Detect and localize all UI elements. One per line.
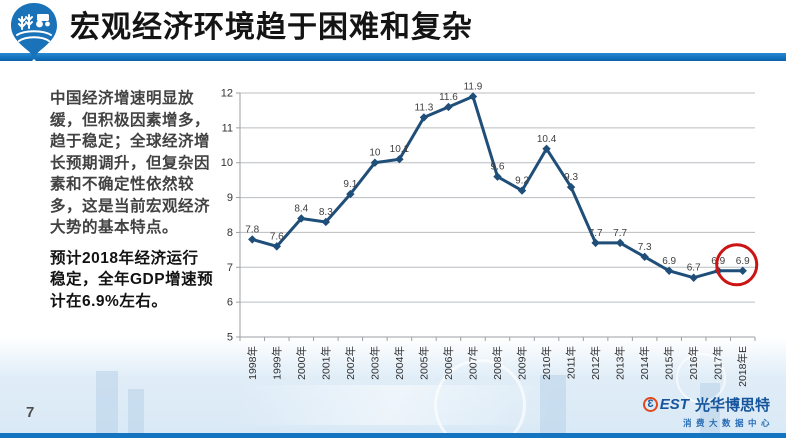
commentary-paragraph-1: 中国经济增速明显放缓，但积极因素增多，趋于稳定；全球经济增长预期调升，但复杂因素… bbox=[50, 90, 211, 236]
data-point-marker bbox=[591, 238, 600, 248]
data-point-label: 7.6 bbox=[270, 231, 284, 242]
x-axis-label: 2018年E bbox=[736, 346, 749, 387]
data-point-marker bbox=[395, 155, 404, 164]
footer-logo-row: 3 EST 光华博思特 bbox=[642, 394, 770, 415]
data-point-marker bbox=[444, 102, 453, 112]
data-point-label: 7.7 bbox=[613, 228, 627, 239]
x-axis-label: 2013年 bbox=[614, 346, 627, 380]
commentary-panel: 中国经济增速明显放缓，但积极因素增多，趋于稳定；全球经济增长预期调升，但复杂因素… bbox=[50, 88, 214, 312]
data-point-label: 7.3 bbox=[638, 242, 652, 253]
data-point-marker bbox=[297, 214, 306, 223]
commentary-paragraph-2: 预计2018年经济运行稳定，全年GDP增速预计在6.9%左右。 bbox=[50, 249, 214, 310]
best-logo-icon: 3 bbox=[642, 397, 658, 412]
x-axis-label: 2006年 bbox=[442, 346, 455, 380]
x-axis-label: 2005年 bbox=[417, 346, 430, 380]
data-point-marker bbox=[272, 242, 281, 251]
gdp-growth-line-chart: 5 6 7 8 9 10 11 12 1998年 1999年 2000年 2001年 2002年 2003… bbox=[205, 78, 786, 400]
bottom-decor-band bbox=[0, 337, 786, 438]
data-point-marker bbox=[566, 182, 576, 192]
y-axis-label: 8 bbox=[227, 227, 233, 239]
gdp-growth-line bbox=[250, 94, 745, 280]
company-tagline: 消费大数据中心 bbox=[682, 418, 774, 428]
data-point-label: 10 bbox=[369, 148, 381, 159]
data-point-label: 6.9 bbox=[662, 256, 676, 267]
y-axis-label: 5 bbox=[227, 332, 233, 344]
y-axis-label: 11 bbox=[222, 122, 233, 134]
slide-header: 宏观经济环境趋于困难和复杂 bbox=[0, 0, 786, 63]
data-point-label: 9.6 bbox=[491, 162, 505, 173]
y-axis-label: 10 bbox=[221, 157, 233, 169]
data-point-label: 9.2 bbox=[515, 176, 529, 187]
data-point-label: 6.9 bbox=[736, 256, 750, 267]
x-axis-label: 2001年 bbox=[319, 346, 332, 380]
data-point-marker bbox=[468, 92, 478, 101]
data-point-label: 7.8 bbox=[245, 224, 259, 235]
y-axis-label: 7 bbox=[227, 262, 233, 274]
x-axis-label: 2009年 bbox=[516, 346, 529, 380]
best-logo-text: EST bbox=[659, 396, 689, 413]
y-axis-label: 12 bbox=[221, 88, 233, 100]
data-point-label: 8.4 bbox=[294, 203, 308, 214]
y-axis-label: 9 bbox=[227, 192, 233, 204]
data-point-label: 11.9 bbox=[464, 81, 483, 92]
x-axis-label: 2012年 bbox=[589, 346, 602, 380]
data-point-label: 6.7 bbox=[687, 263, 701, 274]
data-point-marker bbox=[493, 172, 502, 181]
footer-logo: 3 EST 光华博思特 消费大数据中心 bbox=[642, 394, 770, 429]
data-point-marker bbox=[517, 186, 527, 195]
x-axis-label: 2011年 bbox=[565, 346, 578, 379]
x-axis-label: 2010年 bbox=[540, 346, 553, 380]
data-point-label: 11.6 bbox=[439, 92, 458, 103]
x-axis-label: 2016年 bbox=[687, 346, 700, 380]
decor-light-streak bbox=[0, 385, 786, 425]
page-number: 7 bbox=[26, 404, 35, 421]
chart-svg: 5 6 7 8 9 10 11 12 1998年 1999年 2000年 2001年 2002年 2003… bbox=[221, 81, 759, 387]
data-point-marker bbox=[419, 113, 429, 122]
data-point-marker bbox=[248, 235, 257, 244]
forecast-highlight-circle bbox=[715, 243, 759, 287]
y-axis-label: 6 bbox=[227, 297, 233, 309]
x-axis-label: 2015年 bbox=[663, 346, 676, 380]
data-point-label: 9.1 bbox=[343, 179, 357, 190]
data-point-label: 10.1 bbox=[390, 144, 410, 155]
data-point-label: 10.4 bbox=[537, 134, 557, 145]
header-accent-bar bbox=[0, 53, 786, 61]
x-axis-label: 1998年 bbox=[246, 346, 259, 380]
data-point-label: 8.3 bbox=[319, 207, 333, 218]
agriculture-balloon-logo-icon bbox=[11, 3, 57, 63]
bottom-accent-bar bbox=[0, 433, 786, 438]
x-axis-label: 2000年 bbox=[295, 346, 308, 380]
company-name: 光华博思特 bbox=[694, 397, 770, 414]
data-point-marker bbox=[689, 273, 698, 282]
data-point-label: 11.3 bbox=[415, 102, 434, 113]
x-axis-label: 1999年 bbox=[270, 346, 283, 380]
x-axis-label: 2007年 bbox=[466, 346, 479, 380]
data-point-label: 7.7 bbox=[589, 228, 603, 239]
x-axis-label: 2004年 bbox=[393, 346, 406, 380]
data-point-marker bbox=[542, 144, 551, 153]
x-axis-label: 2014年 bbox=[638, 346, 651, 380]
data-point-marker bbox=[321, 217, 331, 227]
x-axis-label: 2003年 bbox=[368, 346, 381, 380]
data-point-marker bbox=[738, 266, 747, 275]
x-axis-label: 2008年 bbox=[491, 346, 504, 380]
slide-title: 宏观经济环境趋于困难和复杂 bbox=[70, 11, 473, 44]
x-axis-label: 2002年 bbox=[344, 346, 357, 380]
x-axis-label: 2017年 bbox=[712, 346, 725, 380]
data-point-label: 9.3 bbox=[564, 172, 578, 183]
